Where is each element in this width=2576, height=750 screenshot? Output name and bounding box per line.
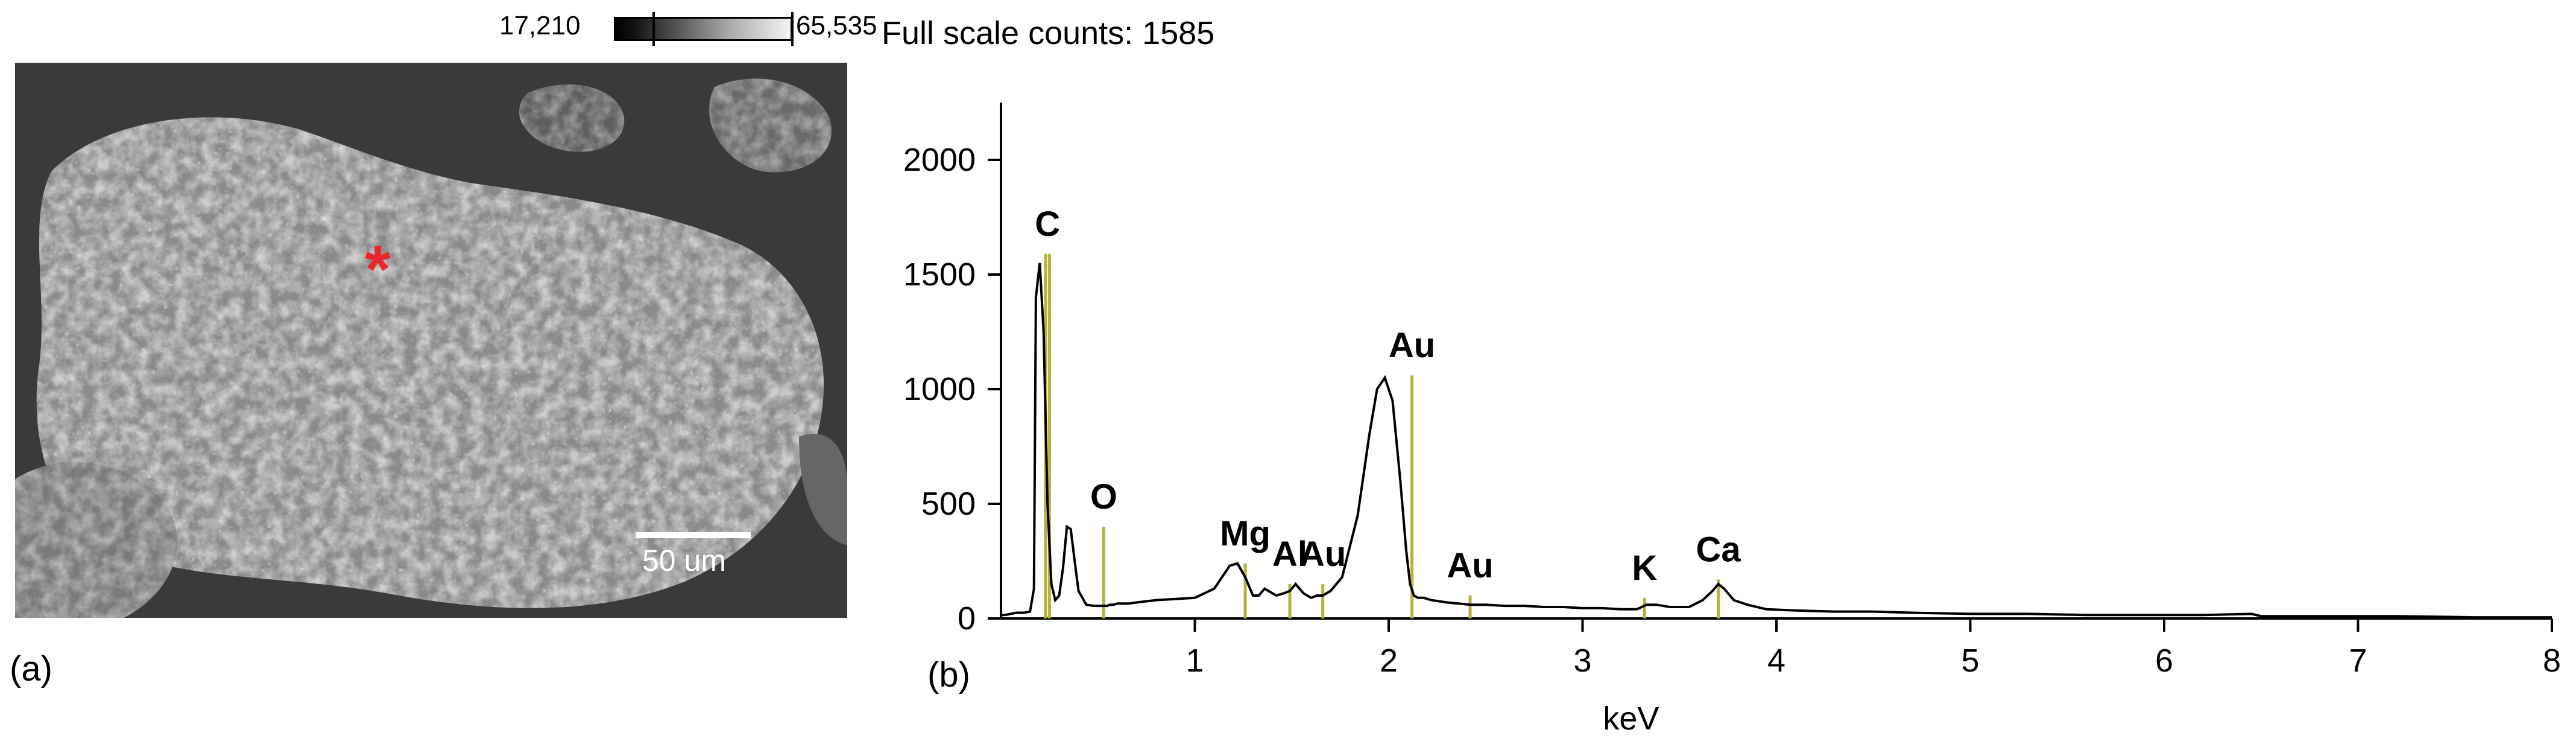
sem-image: * 50 um bbox=[15, 63, 847, 618]
panel-b-label: (b) bbox=[927, 655, 970, 694]
spectrum-line bbox=[1001, 262, 2552, 619]
peak-label: K bbox=[1632, 548, 1657, 588]
x-tick-label: 8 bbox=[2543, 643, 2561, 679]
y-tick-label: 1000 bbox=[903, 371, 976, 407]
red-asterisk-marker: * bbox=[365, 232, 391, 307]
peak-label: C bbox=[1035, 205, 1060, 244]
x-tick-label: 3 bbox=[1573, 643, 1591, 679]
x-tick-label: 5 bbox=[1961, 643, 1979, 679]
y-tick-label: 1500 bbox=[903, 256, 976, 293]
colorbar-tick-left bbox=[652, 12, 655, 46]
peak-label: Au bbox=[1447, 546, 1493, 585]
peak-label: Ca bbox=[1696, 530, 1741, 569]
y-tick-label: 0 bbox=[958, 600, 976, 637]
sem-texture bbox=[15, 63, 847, 618]
peak-label: Au bbox=[1299, 535, 1346, 574]
x-axis-label: keV bbox=[1603, 701, 1659, 737]
peak-label: Al bbox=[1272, 535, 1307, 574]
y-tick-label: 2000 bbox=[903, 142, 976, 178]
panel-a-label: (a) bbox=[10, 649, 52, 688]
peak-label: Au bbox=[1389, 326, 1435, 365]
colorbar bbox=[614, 17, 792, 41]
y-tick-label: 500 bbox=[921, 486, 976, 522]
colorbar-tick-right bbox=[791, 12, 794, 46]
scale-bar-label: 50 um bbox=[642, 544, 726, 577]
x-tick-label: 2 bbox=[1380, 643, 1398, 679]
x-tick-label: 7 bbox=[2349, 643, 2367, 679]
peak-label: Mg bbox=[1220, 514, 1271, 553]
x-tick-label: 6 bbox=[2155, 643, 2173, 679]
x-tick-label: 4 bbox=[1767, 643, 1785, 679]
scale-bar bbox=[636, 532, 751, 538]
colorbar-min-label: 17,210 bbox=[499, 11, 581, 40]
colorbar-max-label: 65,535 bbox=[796, 11, 877, 40]
chart-title: Full scale counts: 1585 bbox=[882, 15, 1215, 51]
peak-label: O bbox=[1090, 477, 1117, 516]
x-tick-label: 1 bbox=[1185, 643, 1204, 679]
